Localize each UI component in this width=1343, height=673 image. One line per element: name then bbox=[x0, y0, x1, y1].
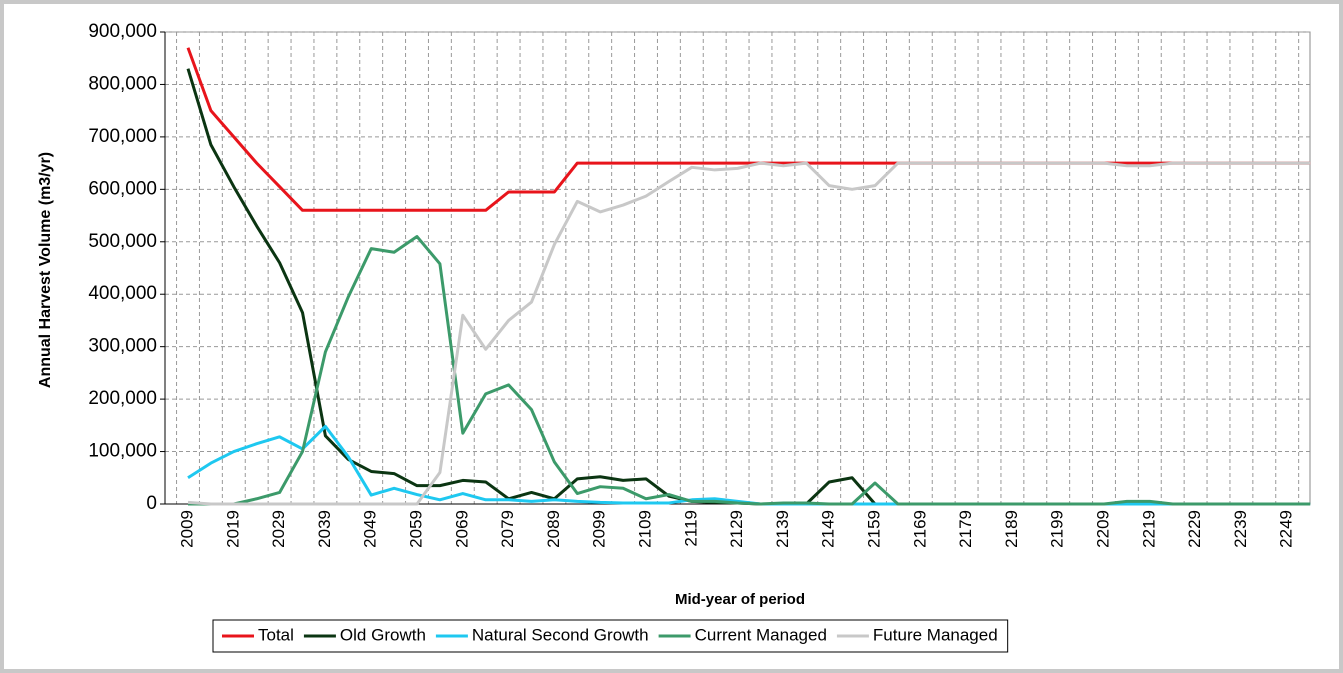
y-tick-label: 100,000 bbox=[88, 441, 157, 462]
legend: Total Old Growth Natural Second Growth Curr… bbox=[212, 619, 1009, 653]
legend-label: Future Managed bbox=[873, 625, 998, 644]
x-tick-label: 2179 bbox=[956, 510, 975, 548]
x-tick-label: 2029 bbox=[269, 510, 288, 548]
x-tick-label: 2239 bbox=[1231, 510, 1250, 548]
x-tick-label: 2199 bbox=[1048, 510, 1067, 548]
x-tick-label: 2129 bbox=[727, 510, 746, 548]
y-tick-label: 500,000 bbox=[88, 231, 157, 252]
series-line bbox=[188, 235, 1311, 506]
y-tick-label: 200,000 bbox=[88, 388, 157, 409]
x-tick-label: 2229 bbox=[1185, 510, 1204, 548]
x-tick-label: 2249 bbox=[1277, 510, 1296, 548]
x-tick-label: 2209 bbox=[1093, 510, 1112, 548]
x-tick-label: 2189 bbox=[1002, 510, 1021, 548]
x-tick-label: 2219 bbox=[1139, 510, 1158, 548]
y-tick-label: 600,000 bbox=[88, 178, 157, 199]
y-tick-label: 400,000 bbox=[88, 283, 157, 304]
x-tick-label: 2039 bbox=[315, 510, 334, 548]
legend-label: Natural Second Growth bbox=[472, 625, 649, 644]
x-tick-label: 2049 bbox=[361, 510, 380, 548]
y-tick-label: 900,000 bbox=[88, 21, 157, 42]
x-tick-label: 2019 bbox=[223, 510, 242, 548]
x-tick-label: 2159 bbox=[864, 510, 883, 548]
x-tick-label: 2119 bbox=[681, 510, 700, 547]
x-tick-label: 2099 bbox=[590, 510, 609, 548]
legend-box bbox=[212, 619, 1009, 653]
y-tick-label: 700,000 bbox=[88, 126, 157, 147]
y-tick-label: 0 bbox=[146, 493, 157, 514]
x-tick-label: 2009 bbox=[177, 510, 196, 548]
legend-label: Old Growth bbox=[340, 625, 426, 644]
x-tick-label: 2079 bbox=[498, 510, 517, 548]
plot-area bbox=[164, 31, 1311, 505]
y-axis-title: Annual Harvest Volume (m3/yr) bbox=[37, 152, 54, 388]
series-line bbox=[187, 161, 1311, 506]
legend-label: Current Managed bbox=[695, 625, 827, 644]
x-tick-label: 2059 bbox=[406, 510, 425, 548]
x-axis-title: Mid-year of period bbox=[675, 591, 805, 608]
x-tick-label: 2169 bbox=[910, 510, 929, 548]
x-tick-label: 2109 bbox=[635, 510, 654, 548]
series-line bbox=[186, 47, 1311, 212]
legend-label: Total bbox=[258, 625, 294, 644]
x-tick-label: 2089 bbox=[544, 510, 563, 548]
x-tick-label: 2139 bbox=[773, 510, 792, 548]
x-tick-label: 2069 bbox=[452, 510, 471, 548]
y-tick-label: 800,000 bbox=[88, 73, 157, 94]
x-tick-label: 2149 bbox=[819, 510, 838, 548]
y-tick-label: 300,000 bbox=[88, 336, 157, 357]
